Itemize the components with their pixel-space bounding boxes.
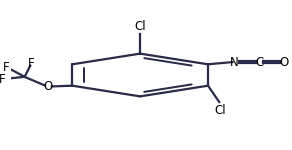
Text: Cl: Cl: [134, 20, 146, 33]
Text: O: O: [280, 56, 289, 69]
Text: C: C: [255, 56, 263, 69]
Text: F: F: [28, 57, 35, 70]
Text: F: F: [3, 61, 10, 74]
Text: O: O: [44, 80, 53, 93]
Text: Cl: Cl: [215, 103, 226, 117]
Text: N: N: [230, 56, 239, 69]
Text: F: F: [0, 72, 6, 86]
